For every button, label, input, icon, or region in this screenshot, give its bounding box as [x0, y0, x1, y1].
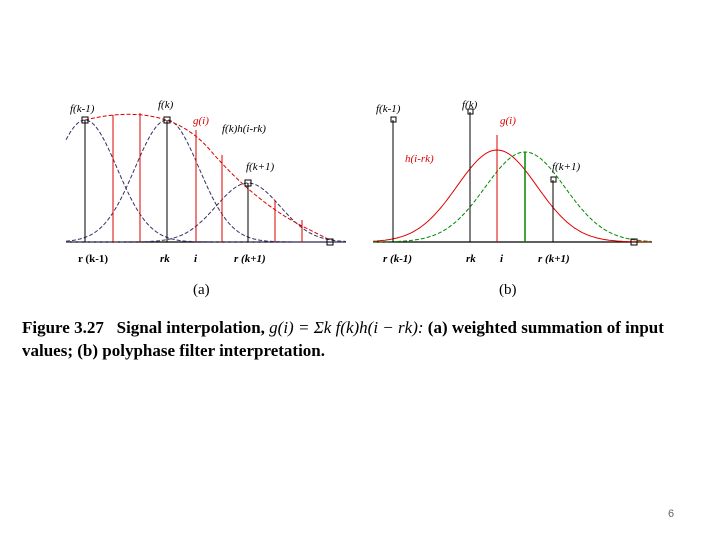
curve	[65, 119, 346, 243]
stem	[630, 238, 638, 246]
axis-label: i	[194, 253, 198, 265]
axis-label: r (k-1)	[383, 253, 412, 265]
axis-label: r (k-1)	[78, 253, 108, 265]
axis-label: r (k+1)	[538, 253, 570, 265]
axis-label: rk	[466, 253, 476, 265]
label: h(i-rk)	[405, 153, 434, 165]
axis-label: i	[500, 253, 504, 265]
curve	[65, 119, 346, 243]
curve	[372, 149, 651, 243]
stem	[326, 238, 334, 246]
caption-text: Signal interpolation,	[116, 318, 265, 337]
label: f(k)	[462, 99, 478, 111]
stem	[244, 179, 252, 187]
panel-label: (b)	[499, 282, 517, 298]
page-number: 6	[668, 508, 675, 520]
caption-text: (a) weighted summation of input values; …	[22, 318, 664, 360]
axis-label: rk	[160, 253, 170, 265]
label: f(k)	[158, 99, 174, 111]
label: f(k-1)	[70, 103, 95, 115]
stem	[81, 116, 89, 124]
caption-formula: g(i) = Σk f(k)h(i − rk):	[269, 318, 424, 337]
curve	[84, 113, 331, 241]
curve	[66, 182, 347, 243]
label: g(i)	[500, 115, 516, 127]
caption: Figure 3.27 Signal interpolation, g(i) =…	[22, 316, 692, 362]
caption-label: Figure 3.27	[22, 318, 104, 337]
label: f(k+1)	[246, 161, 275, 173]
stem	[550, 176, 557, 183]
panel-label: (a)	[193, 282, 210, 298]
curve	[373, 151, 652, 243]
label: f(k+1)	[552, 161, 581, 173]
label: f(k)h(i-rk)	[222, 123, 266, 135]
axis-label: r (k+1)	[234, 253, 266, 265]
stem	[390, 116, 397, 123]
label: g(i)	[193, 115, 209, 127]
stem	[467, 108, 474, 115]
label: f(k-1)	[376, 103, 401, 115]
stem	[163, 116, 171, 124]
figure: f(k-1) f(k) g(i) f(k)h(i-rk) f(k+1) r (k…	[65, 99, 652, 298]
